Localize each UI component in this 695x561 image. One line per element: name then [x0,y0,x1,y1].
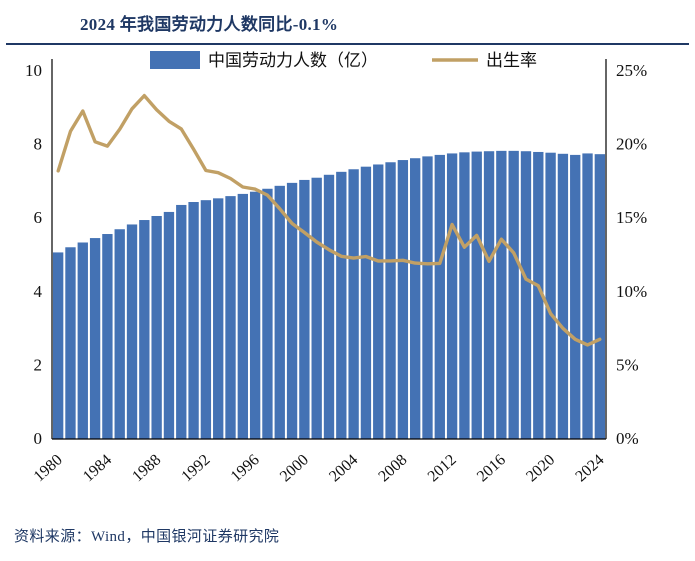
right-axis-tick-label: 0% [616,429,639,448]
legend-line-label: 出生率 [486,51,537,70]
labor-force-bar [483,151,495,439]
labor-force-bar [89,238,101,439]
labor-force-bar [520,151,532,439]
labor-force-bar [570,154,581,439]
x-axis-tick-label: 1992 [178,451,213,485]
labor-force-bar [52,252,64,439]
source-note: 资料来源：Wind，中国银河证券研究院 [14,529,280,545]
left-axis-tick-label: 2 [34,355,43,374]
legend-bar-swatch [150,51,200,69]
labor-force-bar [360,166,372,439]
labor-force-bar [422,156,433,439]
labor-force-bar [434,154,445,439]
chart-title: 2024 年我国劳动力人数同比-0.1% [80,15,339,34]
labor-force-bar [225,196,236,439]
labor-force-bar [237,193,248,439]
labor-force-bar [582,153,593,439]
labor-force-bar [77,242,88,439]
labor-force-bar [508,150,519,440]
labor-force-bar [594,154,606,440]
labor-force-bar [139,220,150,439]
labor-force-bar [373,164,384,439]
birth-rate-line [56,93,602,347]
labor-force-bar [114,229,125,439]
x-axis-tick-label: 1980 [31,451,66,485]
labor-force-bar [65,247,76,439]
right-axis-tick-label: 25% [616,61,647,80]
labor-force-bar [163,211,175,439]
labor-force-bar [299,179,310,439]
labor-force-bar [262,188,273,439]
labor-force-bar [249,191,261,439]
labor-force-bar [348,169,359,439]
labor-force-bar [336,171,347,439]
x-axis-tick-label: 2020 [523,451,558,485]
labor-force-bar [459,152,470,439]
legend-bar-label: 中国劳动力人数（亿） [208,51,378,70]
labor-force-bar [200,200,212,439]
labor-force-bar [274,185,285,439]
title-divider [6,43,689,45]
chart-area: 0 2 4 6 8 10 0% 5% 10% 15% 20% 25% 1980 1984 1988 1992 1… [0,49,695,519]
left-axis-tick-label: 10 [25,61,42,80]
labor-force-bar [151,215,162,439]
right-axis-tick-label: 10% [616,282,647,301]
right-axis-tick-label: 20% [616,135,647,154]
labor-force-bar [385,162,396,439]
x-axis-tick-label: 1984 [80,451,115,485]
labor-force-bar [471,151,482,439]
labor-force-bar [496,150,507,440]
left-axis-tick-label: 0 [34,429,43,448]
x-axis-tick-label: 1988 [129,451,164,485]
labor-force-birthrate-chart: 0 2 4 6 8 10 0% 5% 10% 15% 20% 25% 1980 1984 1988 1992 1… [25,51,647,485]
x-axis-tick-label: 2016 [474,451,509,485]
x-axis-tick-label: 2000 [277,451,312,485]
x-axis-tick-label: 2004 [326,451,361,485]
x-axis-tick-label: 1996 [228,451,263,485]
left-axis-tick-label: 6 [34,208,43,227]
labor-force-bar [397,160,409,439]
labor-force-bar [286,182,298,439]
labor-force-bar [545,152,556,439]
x-axis-tick-label: 2012 [425,451,460,485]
labor-force-bar [446,153,458,439]
labor-force-bar [102,234,113,439]
labor-force-bar [311,177,322,439]
left-axis-tick-label: 8 [34,135,43,154]
labor-force-bar [557,153,569,440]
left-axis-tick-label: 4 [34,282,43,301]
labor-force-bar [126,224,138,439]
labor-force-bar [188,202,199,439]
labor-force-bar [213,198,224,439]
labor-force-bar [533,151,544,439]
x-axis-tick-label: 2008 [375,451,410,485]
labor-force-bar [410,158,421,439]
labor-force-bar [176,204,187,439]
right-axis-tick-label: 5% [616,355,639,374]
x-axis-tick-label: 2024 [572,451,607,485]
right-axis-tick-label: 15% [616,208,647,227]
labor-force-bar [323,174,335,439]
